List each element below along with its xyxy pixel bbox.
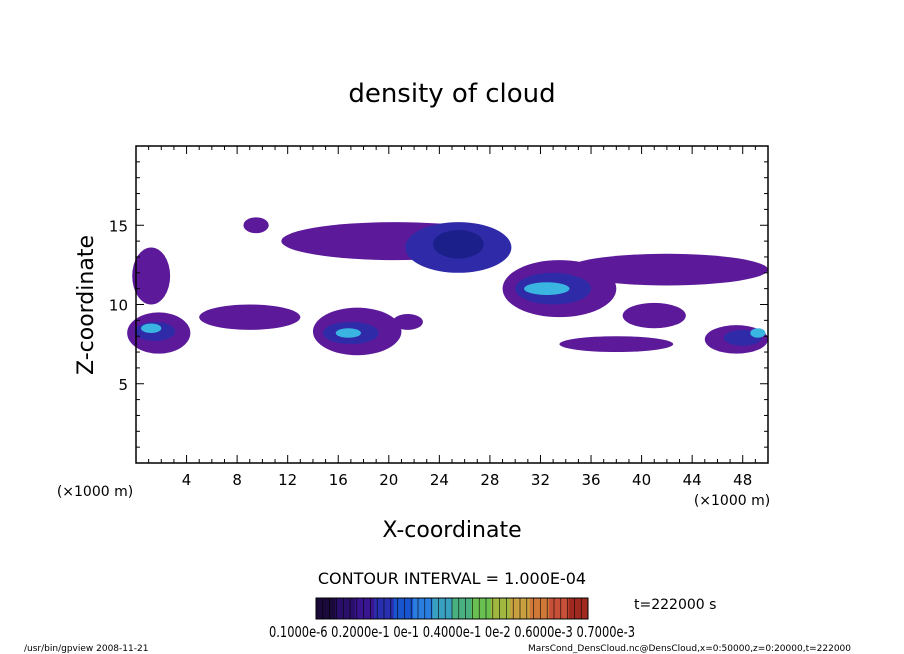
colorbar-swatch [413,598,434,619]
colorbar-swatch [549,598,570,619]
colorbar-swatch [471,598,492,619]
footer-left: /usr/bin/gpview 2008-11-21 [24,644,148,654]
cloud-region-19 [199,304,301,330]
cloud-region-3 [141,323,162,334]
cloud-region-0 [132,247,171,305]
x-tick-label: 44 [683,471,702,489]
cloud-region-14 [622,302,686,329]
colorbar-swatch [568,598,589,619]
time-label: t=222000 s [634,597,716,613]
x-tick-label: 48 [733,471,752,489]
plot-area [127,217,769,356]
x-tick-label: 12 [278,471,297,489]
colorbar-swatch [316,598,336,619]
x-axis: 4 8 12 16 20 24 28 32 36 40 44 48 [148,146,756,489]
contour-interval: CONTOUR INTERVAL = 1.000E-04 [318,569,586,588]
cloud-region-13 [565,253,768,286]
colorbar-swatch [354,598,375,619]
x-tick-label: 36 [581,471,600,489]
cloud-region-21 [392,314,423,330]
x-unit-left: (×1000 m) [57,484,133,500]
cloud-region-6 [335,328,361,338]
y-axis: 5 10 15 [109,161,768,448]
x-tick-label: 4 [182,471,192,489]
chart-title: density of cloud [348,79,555,109]
colorbar-swatch [490,598,511,619]
plot-frame [135,145,769,464]
x-tick-label: 40 [632,471,651,489]
y-axis-label: Z-coordinate [74,235,99,375]
x-tick-label: 28 [480,471,499,489]
cloud-region-9 [433,230,484,259]
footer-right: MarsCond_DensCloud.nc@DensCloud,x=0:5000… [528,644,851,654]
x-axis-label: X-coordinate [382,518,521,543]
cloud-region-18 [750,328,766,338]
y-tick-label: 15 [109,217,128,235]
x-tick-label: 8 [232,471,242,489]
x-tick-label: 20 [379,471,398,489]
x-unit-right: (×1000 m) [694,493,770,509]
x-tick-label: 24 [430,471,449,489]
cloud-region-12 [524,282,570,295]
colorbar-swatch [335,598,356,619]
x-tick-label: 32 [531,471,550,489]
colorbar-swatch [432,598,453,619]
cloud-region-20 [243,217,269,234]
colorbar-swatch [529,598,550,619]
x-tick-label: 16 [329,471,348,489]
colorbar-swatch [452,598,472,619]
y-tick-label: 5 [118,376,128,394]
cloud-region-15 [559,336,674,353]
colorbar-frame [315,597,589,620]
colorbar-swatch [393,598,414,619]
colorbar [315,598,589,619]
y-tick-label: 10 [109,297,128,315]
colorbar-labels: 0.1000e-6 0.2000e-1 0e-1 0.4000e-1 0e-2 … [269,623,635,641]
